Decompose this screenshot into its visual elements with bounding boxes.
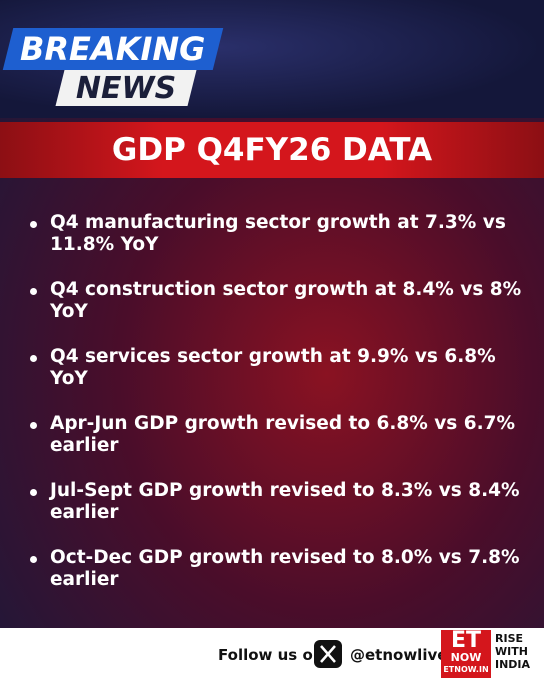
breaking-text: BREAKING: [20, 30, 206, 68]
bullet-list: Q4 manufacturing sector growth at 7.3% v…: [28, 212, 528, 614]
news-text: NEWS: [75, 70, 177, 106]
tagline-word: INDIA: [495, 658, 531, 671]
logo: ET NOW ETNOW.IN: [441, 630, 491, 678]
bullet: Jul-Sept GDP growth revised to 8.3% vs 8…: [28, 480, 528, 524]
follow-text: Follow us on: [218, 646, 324, 664]
logo-site: ETNOW.IN: [443, 665, 489, 674]
handle[interactable]: @etnowlive: [350, 646, 448, 664]
bullet: Q4 construction sector growth at 8.4% vs…: [28, 279, 528, 323]
bullet: Oct-Dec GDP growth revised to 8.0% vs 7.…: [28, 547, 528, 591]
tagline: RISE WITH INDIA: [495, 632, 541, 671]
bullet: Apr-Jun GDP growth revised to 6.8% vs 6.…: [28, 413, 528, 457]
banner-title: GDP Q4FY26 DATA: [0, 122, 544, 178]
tagline-word: WITH: [495, 645, 528, 658]
x-icon[interactable]: [314, 640, 342, 668]
news-box: NEWS: [55, 70, 197, 106]
breaking-box: BREAKING: [2, 28, 224, 70]
logo-now: NOW: [450, 651, 482, 664]
logo-et: ET: [450, 628, 482, 653]
bullet: Q4 manufacturing sector growth at 7.3% v…: [28, 212, 528, 256]
footer: Follow us on @etnowlive ET NOW ETNOW.IN …: [0, 628, 544, 680]
tagline-word: RISE: [495, 632, 523, 645]
bullet: Q4 services sector growth at 9.9% vs 6.8…: [28, 346, 528, 390]
